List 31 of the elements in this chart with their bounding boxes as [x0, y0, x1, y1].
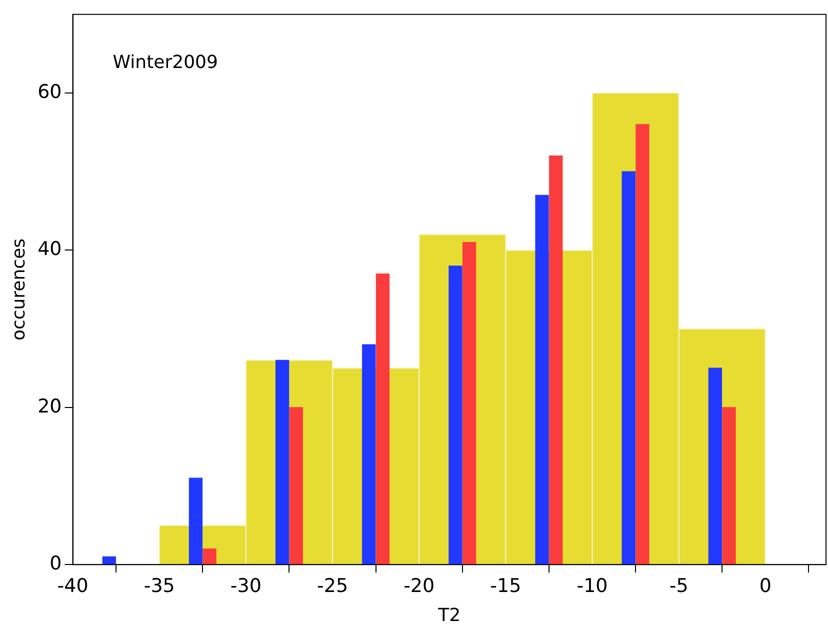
bar: [376, 273, 390, 564]
x-tick-label: -35: [144, 574, 175, 597]
bar: [622, 171, 636, 564]
y-tick-label: 60: [38, 80, 62, 103]
bar: [722, 407, 736, 564]
x-tick-label: 0: [759, 574, 772, 597]
x-tick-label: -25: [316, 574, 348, 597]
bar: [102, 556, 116, 564]
x-tick-label: -5: [669, 574, 688, 597]
bar: [549, 156, 563, 564]
y-tick-label: 20: [38, 395, 62, 418]
y-tick-label: 40: [38, 238, 62, 260]
x-tick-label: -40: [57, 574, 88, 597]
bar: [462, 242, 476, 564]
x-tick-label: -10: [576, 574, 608, 597]
x-tick-label: -20: [404, 574, 435, 597]
bar: [362, 344, 376, 564]
bar: [708, 368, 722, 564]
text: Winter2009: [112, 52, 218, 74]
y-tick-label: 0: [50, 552, 62, 575]
y-axis-title: occurences: [8, 238, 30, 341]
bar: [289, 407, 303, 564]
bar: [188, 478, 203, 564]
bar: [636, 124, 650, 564]
bar: [202, 548, 216, 564]
x-tick-label: -30: [230, 574, 262, 597]
x-tick-label: -15: [490, 574, 522, 597]
x-axis-title: T2: [437, 604, 461, 626]
bar: [275, 360, 290, 564]
bar: [535, 194, 549, 564]
bar: [448, 266, 462, 564]
